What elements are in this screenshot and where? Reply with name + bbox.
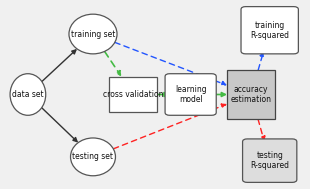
Ellipse shape: [69, 14, 117, 54]
Text: data set: data set: [12, 90, 44, 99]
Text: training
R-squared: training R-squared: [250, 21, 289, 40]
Text: testing
R-squared: testing R-squared: [250, 151, 289, 170]
FancyBboxPatch shape: [241, 7, 298, 54]
FancyBboxPatch shape: [242, 139, 297, 182]
Text: cross validation: cross validation: [103, 90, 164, 99]
FancyBboxPatch shape: [165, 74, 216, 115]
Text: accuracy
estimation: accuracy estimation: [231, 85, 272, 104]
Ellipse shape: [71, 138, 115, 176]
Text: testing set: testing set: [73, 152, 113, 161]
Text: training set: training set: [71, 29, 115, 39]
Text: learning
model: learning model: [175, 85, 206, 104]
Ellipse shape: [10, 74, 46, 115]
FancyBboxPatch shape: [109, 77, 157, 112]
FancyBboxPatch shape: [227, 70, 275, 119]
